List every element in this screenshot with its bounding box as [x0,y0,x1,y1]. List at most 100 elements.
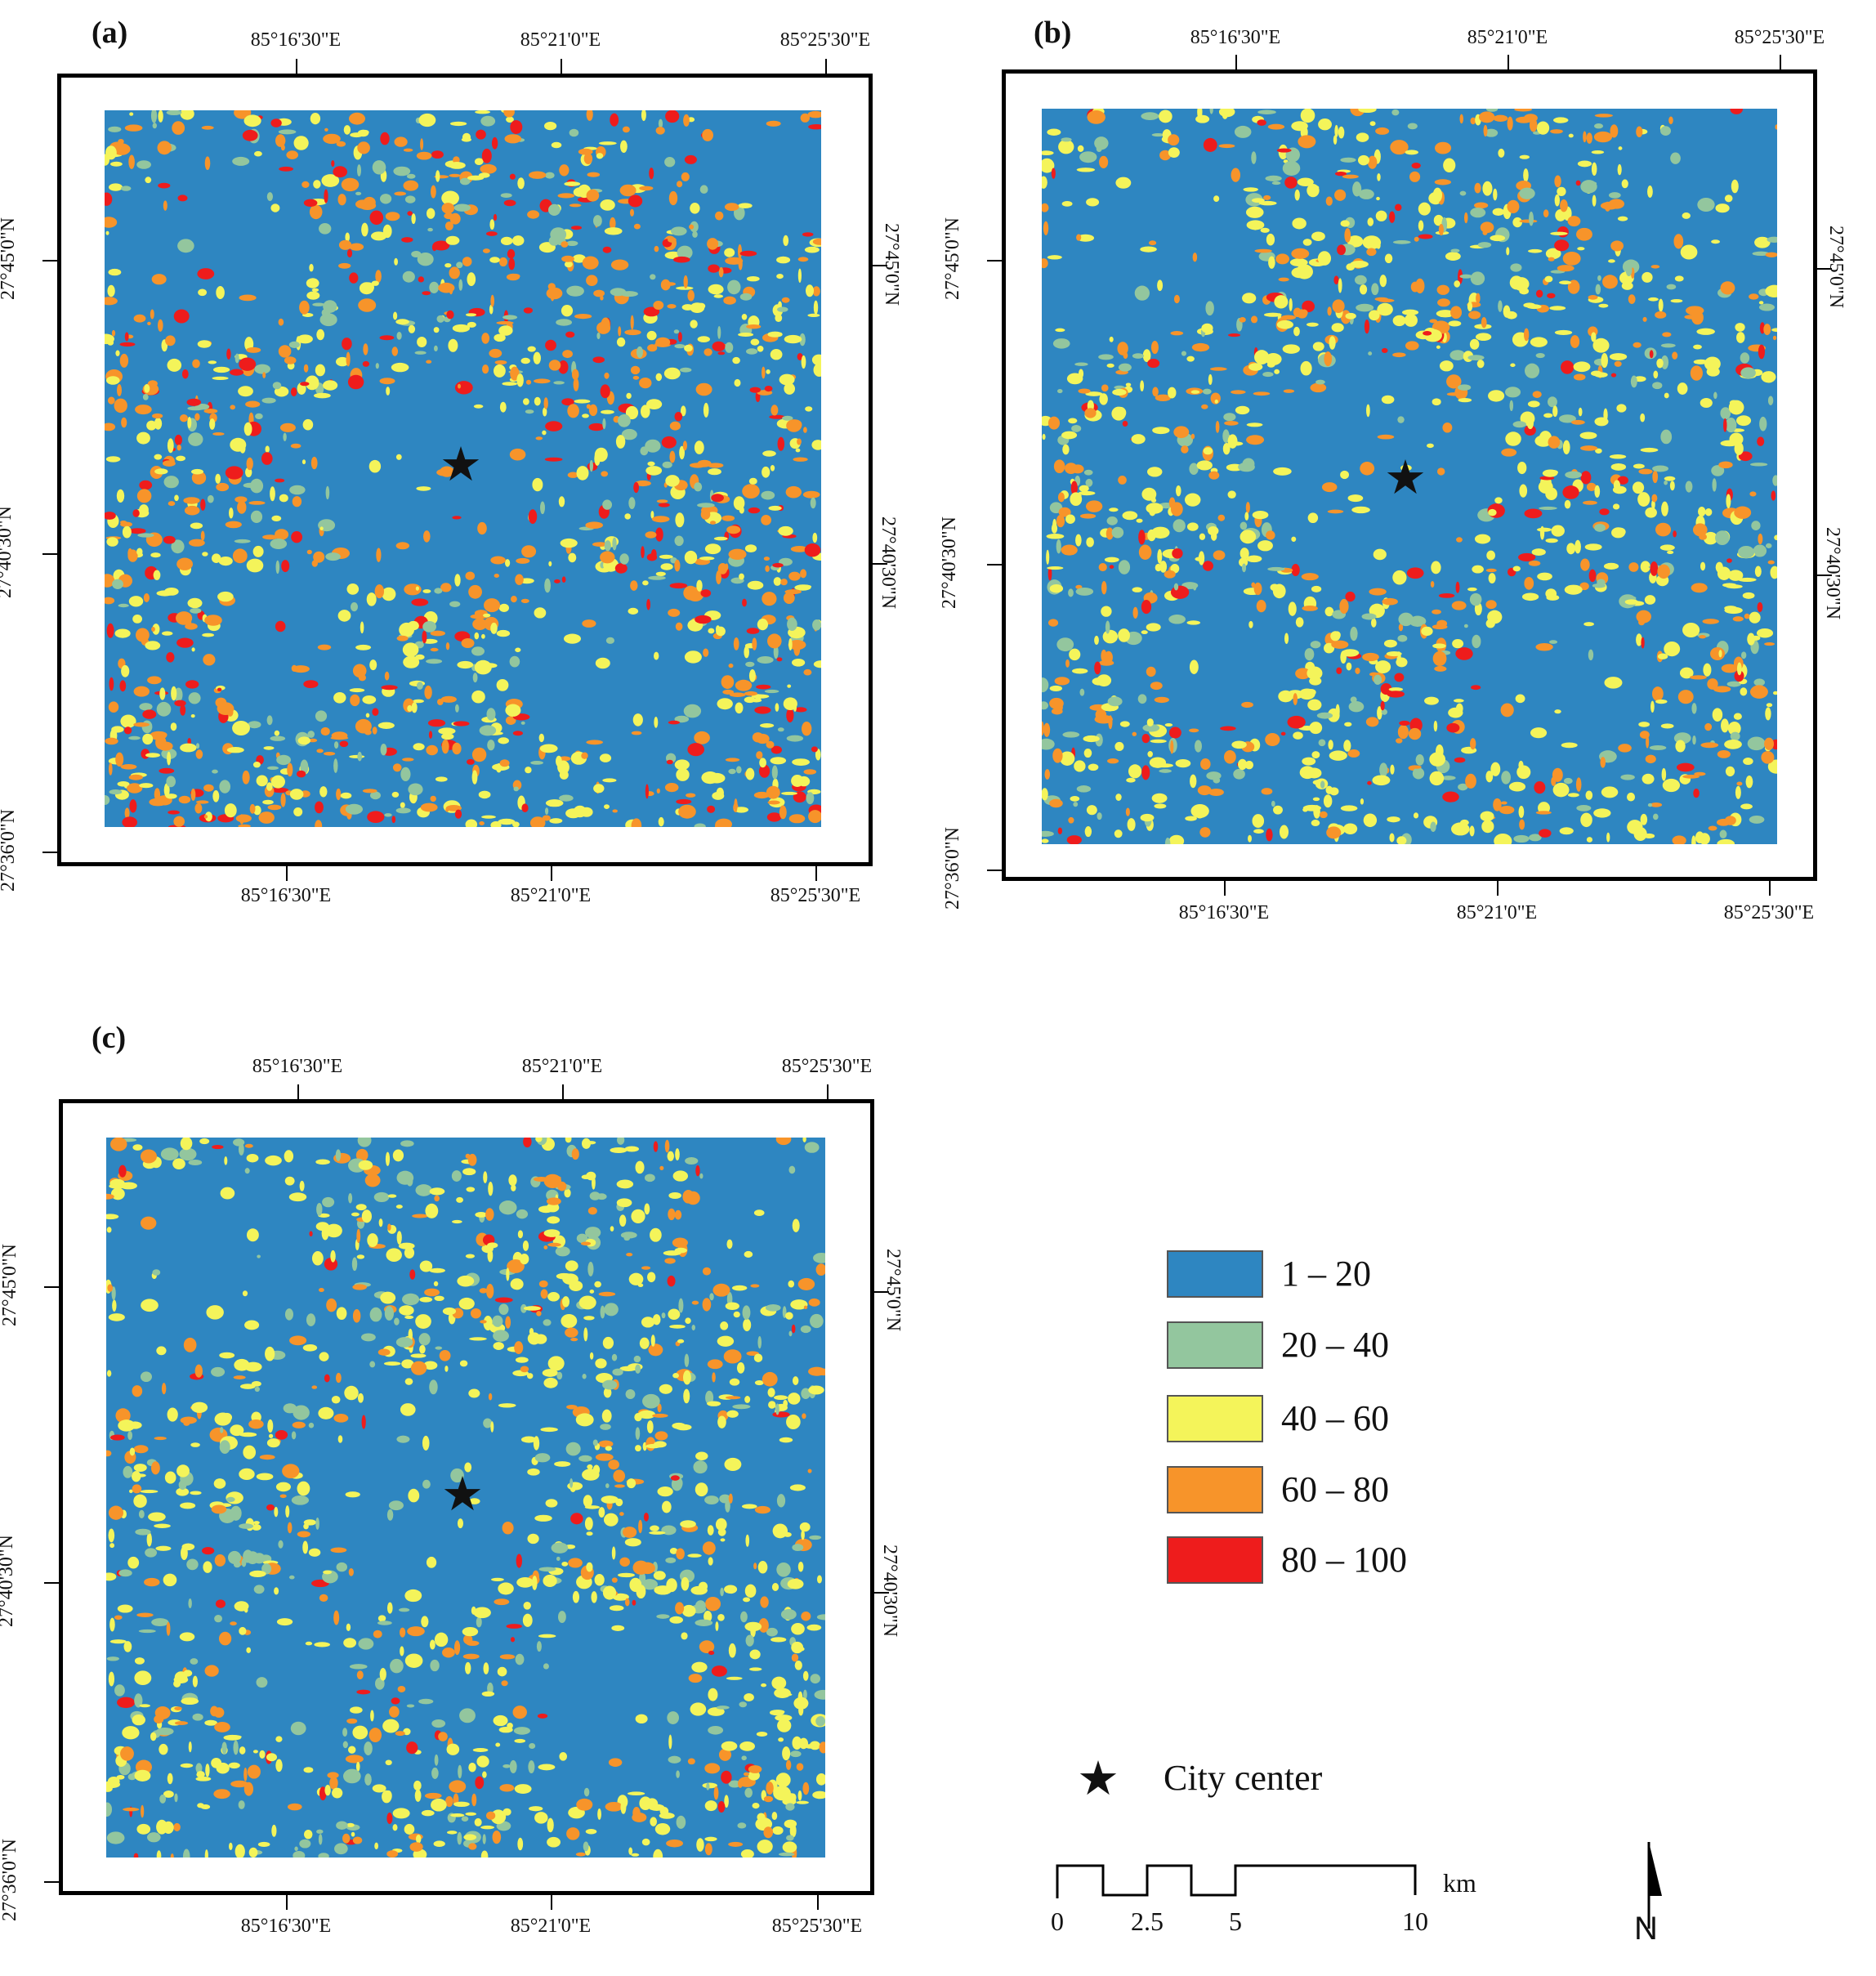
raster-cell [1652,465,1669,472]
raster-cell [1106,363,1114,368]
raster-cell [114,628,131,638]
raster-cell [1458,783,1468,791]
raster-cell [1070,492,1083,507]
raster-cell [647,461,655,467]
raster-cell [120,1182,137,1190]
raster-cell [477,521,487,535]
raster-cell [1758,301,1764,305]
raster-cell [1524,425,1536,436]
raster-cell [440,695,457,703]
raster-cell [280,793,286,807]
raster-cell [352,1836,363,1844]
raster-cell [1689,675,1707,680]
raster-cell [1042,788,1048,801]
raster-cell [560,538,578,548]
raster-cell [123,1465,133,1478]
raster-cell [1096,145,1102,153]
raster-cell [635,1714,648,1724]
raster-cell [1118,628,1130,642]
raster-cell [550,227,567,242]
raster-cell [693,1460,708,1474]
raster-cell [547,1356,565,1371]
raster-cell [733,637,739,650]
raster-cell [491,1577,504,1581]
raster-cell [763,1826,774,1839]
raster-cell [375,270,382,283]
raster-cell [1736,781,1743,786]
raster-cell [1244,760,1254,770]
raster-cell [271,515,282,521]
raster-map [1042,109,1777,844]
raster-cell [272,382,282,390]
raster-cell [522,1240,529,1251]
raster-cell [400,1627,406,1638]
raster-cell [163,1790,174,1798]
raster-cell [372,160,386,175]
raster-cell [746,324,762,329]
raster-cell [171,686,177,701]
raster-cell [426,360,432,364]
raster-cell [757,1561,768,1574]
raster-cell [1173,294,1180,304]
raster-cell [1056,388,1063,394]
raster-cell [498,603,509,613]
raster-cell [754,1380,764,1386]
raster-cell [1231,168,1241,182]
raster-cell [748,1765,762,1773]
raster-cell [506,1267,510,1281]
raster-cell [695,1482,708,1497]
raster-cell [400,1403,416,1416]
raster-cell [796,1800,809,1804]
raster-cell [792,659,806,667]
raster-cell [294,1846,298,1851]
raster-cell [278,345,292,358]
raster-cell [1518,805,1525,818]
raster-cell [1446,392,1463,396]
tick [815,866,817,881]
raster-cell [202,552,208,557]
raster-cell [786,708,794,723]
raster-cell [308,738,318,743]
raster-cell [1682,622,1700,638]
raster-cell [357,129,369,137]
raster-cell [252,1524,261,1531]
raster-cell [407,704,413,712]
raster-cell [1585,790,1593,800]
raster-cell [793,1697,809,1710]
raster-cell [357,141,370,154]
raster-cell [610,1147,628,1153]
raster-cell [238,824,251,827]
raster-cell [266,192,273,202]
raster-cell [128,735,141,740]
raster-cell [1764,642,1776,646]
raster-cell [1448,707,1463,718]
raster-cell [1209,367,1227,371]
raster-cell [1297,177,1314,187]
raster-cell [499,401,507,413]
raster-cell [1054,677,1070,686]
raster-cell [1150,340,1159,355]
raster-cell [717,1528,726,1536]
raster-cell [587,1206,597,1215]
raster-cell [700,509,711,520]
raster-cell [1484,128,1499,137]
raster-cell [554,1461,571,1467]
raster-cell [723,296,736,305]
raster-cell [319,223,332,235]
raster-cell [396,332,402,340]
raster-cell [639,1337,650,1349]
raster-cell [1696,328,1715,335]
raster-cell [215,697,227,708]
raster-cell [257,1841,270,1848]
raster-cell [740,1849,754,1858]
raster-cell [1699,635,1706,639]
raster-cell [176,1487,190,1496]
raster-cell [543,407,547,417]
raster-cell [1519,187,1535,199]
lon-label-top: 85°21'0"E [521,1056,603,1077]
raster-cell [1774,534,1777,541]
raster-cell [249,1570,266,1578]
raster-cell [1065,659,1070,668]
raster-cell [1494,497,1503,504]
raster-cell [512,1706,527,1719]
